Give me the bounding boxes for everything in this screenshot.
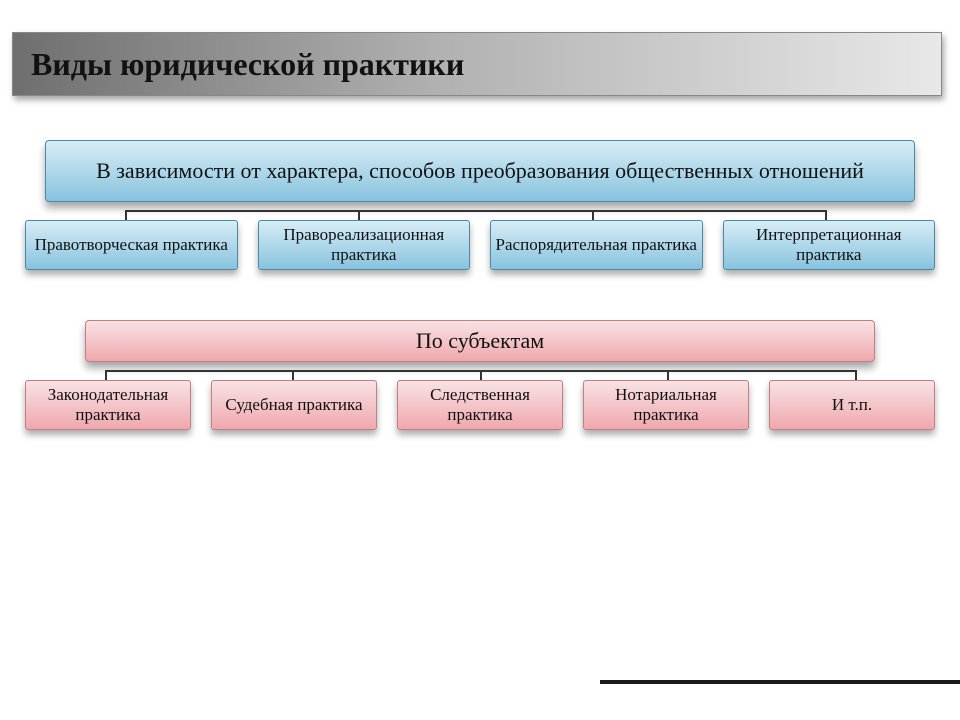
children-row-by-character: Правотворческая практика Правореализацио… xyxy=(25,220,935,270)
child-label: Следственная практика xyxy=(402,385,558,426)
connector-drop xyxy=(667,370,669,380)
child-label: Правореализационная практика xyxy=(263,225,466,266)
group-by-subject: По субъектам Законодательная практика Су… xyxy=(25,320,935,430)
child-box: Интерпретационная практика xyxy=(723,220,936,270)
child-box: Распорядительная практика xyxy=(490,220,703,270)
child-label: Нотариальная практика xyxy=(588,385,744,426)
child-label: И т.п. xyxy=(832,395,872,415)
child-box: Следственная практика xyxy=(397,380,563,430)
slide-title-bar: Виды юридической практики xyxy=(12,32,942,96)
children-row-by-subject: Законодательная практика Судебная практи… xyxy=(25,380,935,430)
parent-label: В зависимости от характера, способов пре… xyxy=(96,157,864,185)
child-label: Правотворческая практика xyxy=(35,235,228,255)
group-by-character: В зависимости от характера, способов пре… xyxy=(25,140,935,270)
slide-title: Виды юридической практики xyxy=(31,46,464,83)
parent-label: По субъектам xyxy=(416,327,544,355)
connector-drop xyxy=(480,370,482,380)
child-label: Судебная практика xyxy=(225,395,362,415)
child-box: Судебная практика xyxy=(211,380,377,430)
connector-drop xyxy=(105,370,107,380)
child-box: И т.п. xyxy=(769,380,935,430)
parent-box-by-subject: По субъектам xyxy=(85,320,875,362)
accent-line xyxy=(600,680,960,684)
connector-drop xyxy=(825,210,827,220)
child-label: Распорядительная практика xyxy=(496,235,697,255)
child-label: Интерпретационная практика xyxy=(728,225,931,266)
child-box: Правореализационная практика xyxy=(258,220,471,270)
connector-drop xyxy=(855,370,857,380)
connector-drop xyxy=(292,370,294,380)
connector-drop xyxy=(592,210,594,220)
child-label: Законодательная практика xyxy=(30,385,186,426)
connector-drop xyxy=(358,210,360,220)
connector-drop xyxy=(125,210,127,220)
child-box: Нотариальная практика xyxy=(583,380,749,430)
child-box: Правотворческая практика xyxy=(25,220,238,270)
child-box: Законодательная практика xyxy=(25,380,191,430)
connector-rail xyxy=(125,210,825,212)
parent-box-by-character: В зависимости от характера, способов пре… xyxy=(45,140,915,202)
